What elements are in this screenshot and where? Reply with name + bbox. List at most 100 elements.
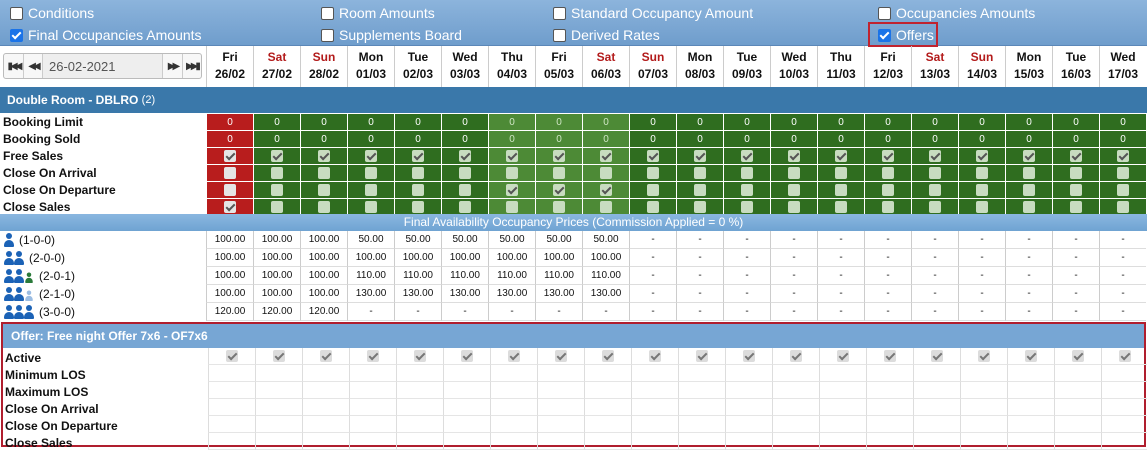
unchecked-icon[interactable] — [459, 184, 471, 196]
offer-empty-cell[interactable] — [302, 399, 349, 416]
checked-icon[interactable] — [318, 150, 330, 162]
unchecked-icon[interactable] — [271, 184, 283, 196]
room-cell-checkbox[interactable] — [1005, 147, 1052, 164]
offer-empty-cell[interactable] — [490, 365, 537, 382]
room-cell-checkbox[interactable] — [629, 198, 676, 215]
offer-active-cell[interactable] — [631, 348, 678, 365]
offer-empty-cell[interactable] — [255, 399, 302, 416]
room-cell-checkbox[interactable] — [676, 198, 723, 215]
room-cell-checkbox[interactable] — [1052, 198, 1099, 215]
checked-icon[interactable] — [694, 150, 706, 162]
room-cell-checkbox[interactable] — [394, 181, 441, 198]
room-cell-checkbox[interactable] — [488, 164, 535, 181]
unchecked-icon[interactable] — [459, 167, 471, 179]
offer-empty-cell[interactable] — [913, 365, 960, 382]
unchecked-icon[interactable] — [741, 184, 753, 196]
checkbox-icon[interactable] — [878, 28, 891, 42]
date-input[interactable]: 26-02-2021 — [42, 54, 163, 78]
room-cell-checkbox[interactable] — [911, 181, 958, 198]
offer-empty-cell[interactable] — [396, 365, 443, 382]
offer-active-cell[interactable] — [1054, 348, 1101, 365]
checked-icon[interactable] — [790, 350, 802, 362]
unchecked-icon[interactable] — [741, 201, 753, 213]
room-cell-checkbox[interactable] — [441, 164, 488, 181]
offer-empty-cell[interactable] — [678, 433, 725, 450]
checked-icon[interactable] — [224, 150, 236, 162]
offer-empty-cell[interactable] — [349, 399, 396, 416]
room-cell-checkbox[interactable] — [488, 198, 535, 215]
unchecked-icon[interactable] — [882, 167, 894, 179]
offer-empty-cell[interactable] — [866, 433, 913, 450]
room-cell-checkbox[interactable] — [394, 198, 441, 215]
offer-empty-cell[interactable] — [302, 382, 349, 399]
checked-icon[interactable] — [1070, 150, 1082, 162]
room-cell-checkbox[interactable] — [817, 198, 864, 215]
room-cell-checkbox[interactable] — [864, 181, 911, 198]
offer-empty-cell[interactable] — [584, 382, 631, 399]
offer-empty-cell[interactable] — [584, 399, 631, 416]
room-cell-checkbox[interactable] — [206, 147, 253, 164]
last-page-icon[interactable]: ▶▶▮ — [182, 54, 201, 78]
first-page-icon[interactable]: ▮◀◀ — [7, 60, 23, 72]
room-cell-checkbox[interactable] — [300, 147, 347, 164]
offer-empty-cell[interactable] — [537, 433, 584, 450]
offer-empty-cell[interactable] — [960, 399, 1007, 416]
unchecked-icon[interactable] — [788, 201, 800, 213]
offer-empty-cell[interactable] — [1101, 416, 1147, 433]
offer-empty-cell[interactable] — [1054, 382, 1101, 399]
offer-empty-cell[interactable] — [1101, 433, 1147, 450]
unchecked-icon[interactable] — [1023, 201, 1035, 213]
checked-icon[interactable] — [882, 150, 894, 162]
unchecked-icon[interactable] — [929, 201, 941, 213]
offer-empty-cell[interactable] — [443, 365, 490, 382]
offer-empty-cell[interactable] — [960, 382, 1007, 399]
offer-empty-cell[interactable] — [631, 399, 678, 416]
checked-icon[interactable] — [600, 150, 612, 162]
offer-empty-cell[interactable] — [302, 433, 349, 450]
checked-icon[interactable] — [224, 201, 236, 213]
room-cell-checkbox[interactable] — [347, 164, 394, 181]
room-cell-checkbox[interactable] — [582, 147, 629, 164]
offer-empty-cell[interactable] — [1054, 416, 1101, 433]
offer-active-cell[interactable] — [913, 348, 960, 365]
room-cell-checkbox[interactable] — [582, 164, 629, 181]
offer-empty-cell[interactable] — [490, 416, 537, 433]
offer-empty-cell[interactable] — [255, 433, 302, 450]
checked-icon[interactable] — [508, 350, 520, 362]
unchecked-icon[interactable] — [1117, 184, 1129, 196]
checkbox-icon[interactable] — [10, 28, 23, 42]
checked-icon[interactable] — [461, 350, 473, 362]
room-cell-checkbox[interactable] — [441, 181, 488, 198]
unchecked-icon[interactable] — [459, 201, 471, 213]
offer-empty-cell[interactable] — [960, 416, 1007, 433]
offer-empty-cell[interactable] — [1101, 382, 1147, 399]
offer-active-cell[interactable] — [302, 348, 349, 365]
unchecked-icon[interactable] — [1023, 184, 1035, 196]
room-cell-checkbox[interactable] — [253, 198, 300, 215]
checked-icon[interactable] — [414, 350, 426, 362]
checked-icon[interactable] — [506, 184, 518, 196]
checked-icon[interactable] — [553, 150, 565, 162]
room-cell-checkbox[interactable] — [723, 164, 770, 181]
unchecked-icon[interactable] — [1117, 167, 1129, 179]
offer-active-cell[interactable] — [960, 348, 1007, 365]
room-cell-checkbox[interactable] — [488, 181, 535, 198]
offer-empty-cell[interactable] — [584, 433, 631, 450]
unchecked-icon[interactable] — [976, 184, 988, 196]
offer-empty-cell[interactable] — [772, 416, 819, 433]
room-cell-checkbox[interactable] — [582, 181, 629, 198]
unchecked-icon[interactable] — [1117, 201, 1129, 213]
offer-empty-cell[interactable] — [725, 433, 772, 450]
checked-icon[interactable] — [412, 150, 424, 162]
checked-icon[interactable] — [835, 150, 847, 162]
checkbox-icon[interactable] — [553, 6, 566, 20]
unchecked-icon[interactable] — [553, 167, 565, 179]
room-cell-checkbox[interactable] — [1052, 164, 1099, 181]
offer-empty-cell[interactable] — [678, 416, 725, 433]
offer-empty-cell[interactable] — [678, 365, 725, 382]
room-cell-checkbox[interactable] — [629, 147, 676, 164]
room-cell-checkbox[interactable] — [770, 181, 817, 198]
offer-empty-cell[interactable] — [443, 382, 490, 399]
room-cell-checkbox[interactable] — [535, 198, 582, 215]
unchecked-icon[interactable] — [835, 201, 847, 213]
